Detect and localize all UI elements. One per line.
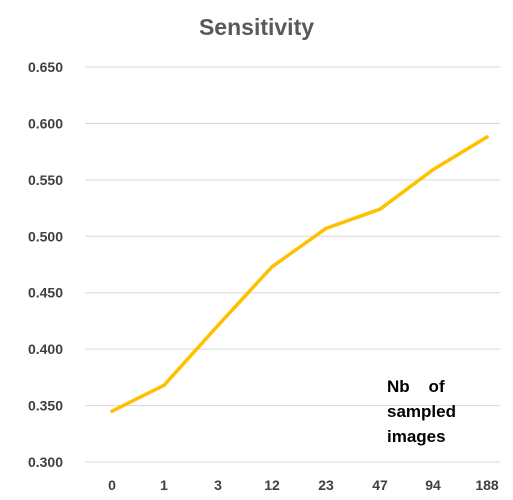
- x-tick-label: 12: [264, 477, 280, 493]
- x-tick-label: 1: [160, 477, 168, 493]
- y-tick-label: 0.650: [28, 59, 63, 75]
- y-tick-label: 0.550: [28, 172, 63, 188]
- data-point: [110, 409, 114, 413]
- y-tick-label: 0.300: [28, 454, 63, 470]
- y-tick-label: 0.350: [28, 398, 63, 414]
- x-tick-label: 3: [214, 477, 222, 493]
- x-axis-annotation: Nb of sampled images: [387, 377, 456, 446]
- series-line: [110, 135, 489, 413]
- data-point: [270, 265, 274, 269]
- y-tick-label: 0.600: [28, 115, 63, 131]
- data-point: [324, 226, 328, 231]
- x-tick-label: 23: [318, 477, 334, 493]
- y-tick-label: 0.400: [28, 341, 63, 357]
- chart-title: Sensitivity: [198, 14, 315, 40]
- x-tick-label: 0: [108, 477, 116, 493]
- data-point: [162, 383, 166, 387]
- x-tick-label: 188: [475, 477, 499, 493]
- data-point: [431, 168, 435, 172]
- y-tick-label: 0.500: [28, 228, 63, 244]
- x-tick-label: 47: [372, 477, 388, 493]
- data-point: [485, 135, 489, 139]
- data-point: [216, 323, 220, 328]
- y-tick-label: 0.450: [28, 285, 63, 301]
- data-point: [378, 207, 382, 211]
- x-tick-label: 94: [425, 477, 441, 493]
